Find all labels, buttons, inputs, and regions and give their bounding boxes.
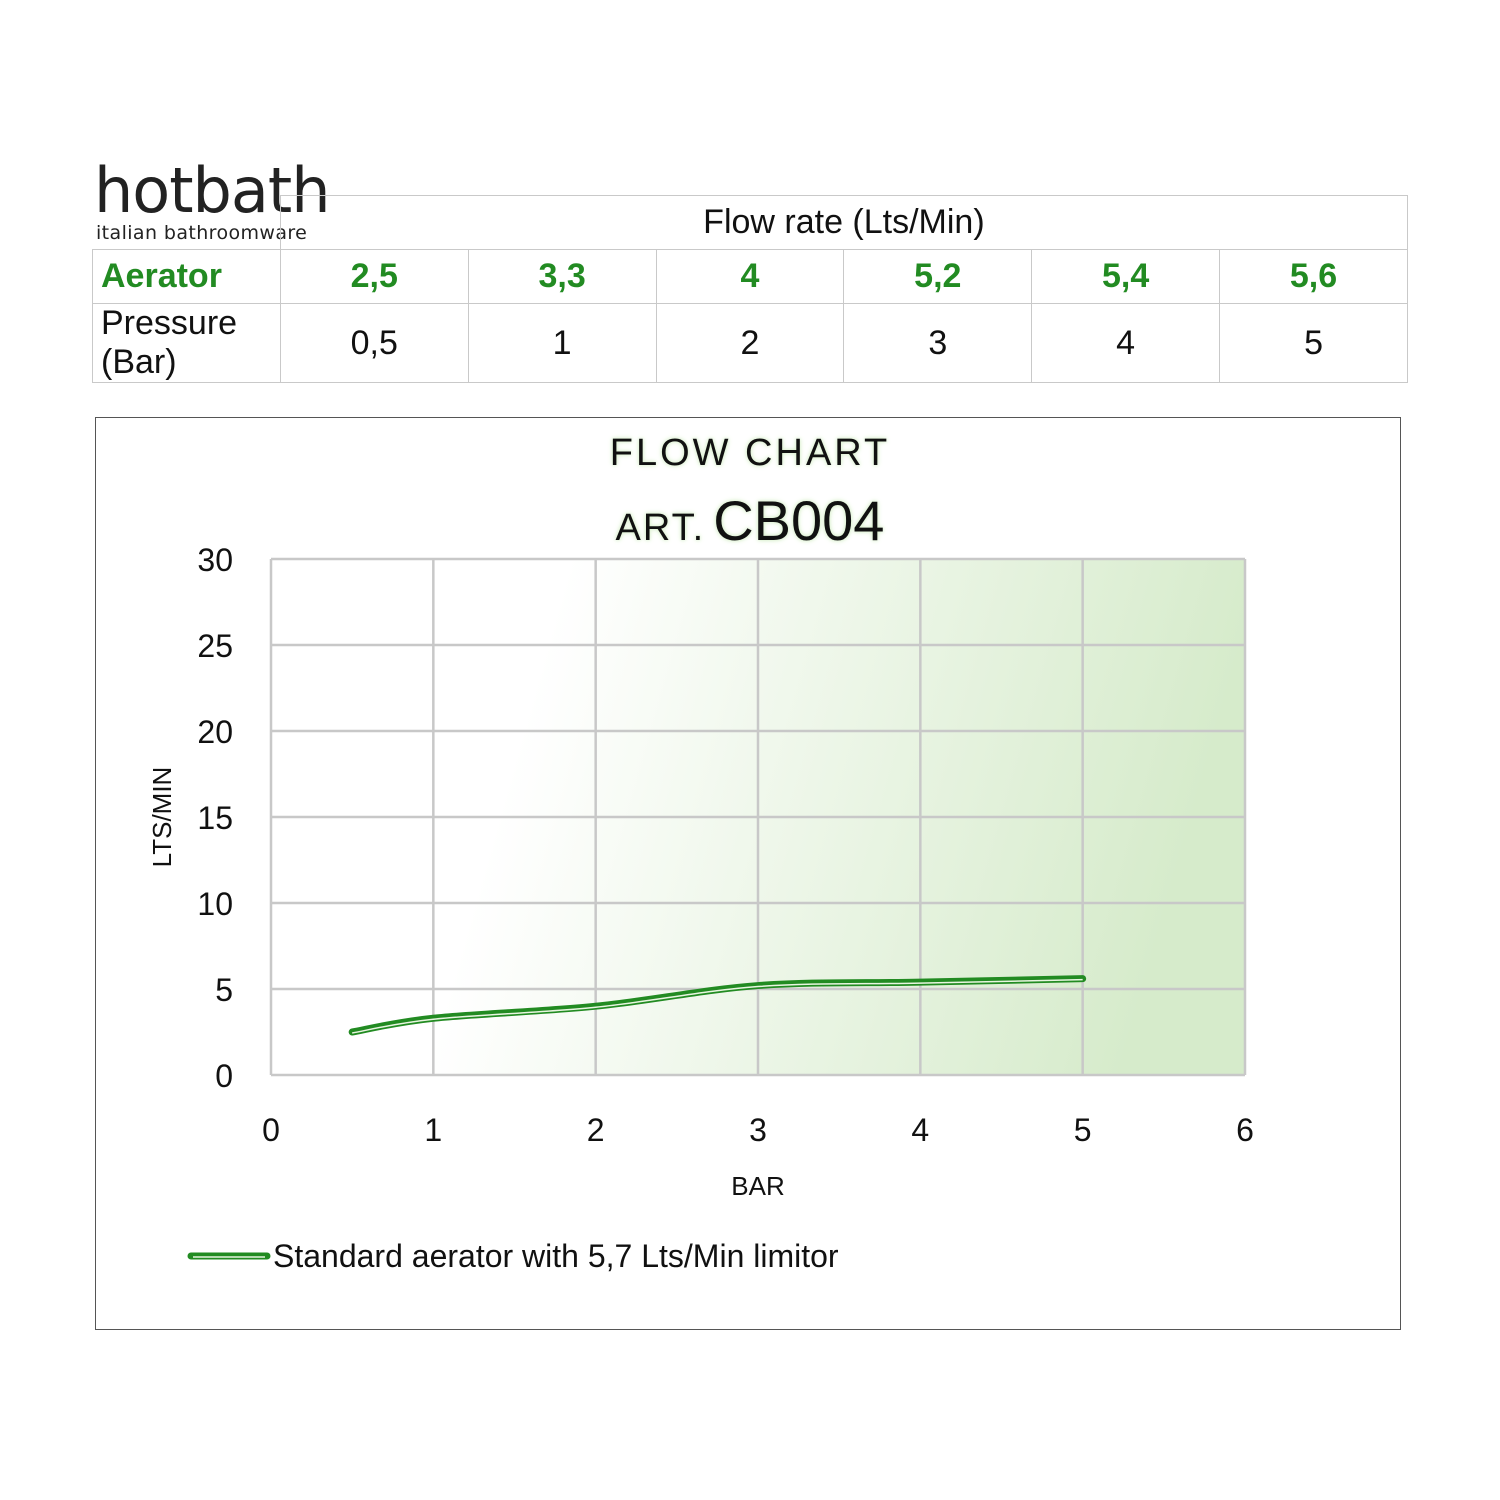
x-tick-label: 0 — [262, 1112, 280, 1148]
y-tick-label: 20 — [197, 714, 233, 750]
pressure-value: 3 — [843, 303, 1033, 383]
row-label-pressure: Pressure (Bar) — [92, 303, 281, 383]
pressure-value: 1 — [467, 303, 657, 383]
flow-rate-table: Flow rate (Lts/Min) Aerator 2,5 3,3 4 5,… — [92, 195, 1409, 383]
subtitle-prefix: ART. — [615, 507, 706, 549]
aerator-value: 3,3 — [467, 249, 657, 304]
x-axis-label: BAR — [731, 1171, 784, 1201]
aerator-value: 5,6 — [1219, 249, 1408, 304]
y-tick-label: 15 — [197, 800, 233, 836]
series-line-highlight — [352, 978, 1083, 1034]
table-row-pressure: Pressure (Bar) 0,5 1 2 3 4 5 — [92, 303, 1408, 383]
tick-labels: 0 1 2 3 4 5 6 0 5 10 15 20 25 30 — [197, 542, 1253, 1148]
subtitle-code: CB004 — [713, 489, 885, 552]
table-row-aerator: Aerator 2,5 3,3 4 5,2 5,4 5,6 — [92, 249, 1408, 304]
chart-title: FLOW CHART — [609, 432, 891, 474]
pressure-value: 4 — [1031, 303, 1221, 383]
pressure-value: 2 — [655, 303, 845, 383]
y-axis-label: LTS/MIN — [147, 767, 177, 868]
x-tick-label: 4 — [911, 1112, 929, 1148]
x-tick-label: 2 — [587, 1112, 605, 1148]
x-tick-label: 6 — [1236, 1112, 1254, 1148]
x-tick-label: 5 — [1074, 1112, 1092, 1148]
series-layer — [348, 975, 1087, 1036]
y-tick-label: 10 — [197, 886, 233, 922]
legend: Standard aerator with 5,7 Lts/Min limito… — [187, 1238, 839, 1274]
x-tick-label: 3 — [749, 1112, 767, 1148]
legend-label: Standard aerator with 5,7 Lts/Min limito… — [273, 1238, 839, 1274]
brand-logo: hotbath italian bathroomware — [94, 158, 374, 248]
pressure-value: 0,5 — [279, 303, 469, 383]
y-tick-label: 5 — [215, 972, 233, 1008]
pressure-value: 5 — [1219, 303, 1408, 383]
y-tick-label: 30 — [197, 542, 233, 578]
y-tick-label: 25 — [197, 628, 233, 664]
aerator-value: 5,4 — [1031, 249, 1221, 304]
grid — [269, 557, 1247, 1077]
aerator-value: 4 — [655, 249, 845, 304]
brand-tagline: italian bathroomware — [96, 222, 308, 244]
x-tick-label: 1 — [424, 1112, 442, 1148]
y-tick-label: 0 — [215, 1058, 233, 1094]
chart-subtitle: ART. CB004 — [0, 488, 1500, 553]
